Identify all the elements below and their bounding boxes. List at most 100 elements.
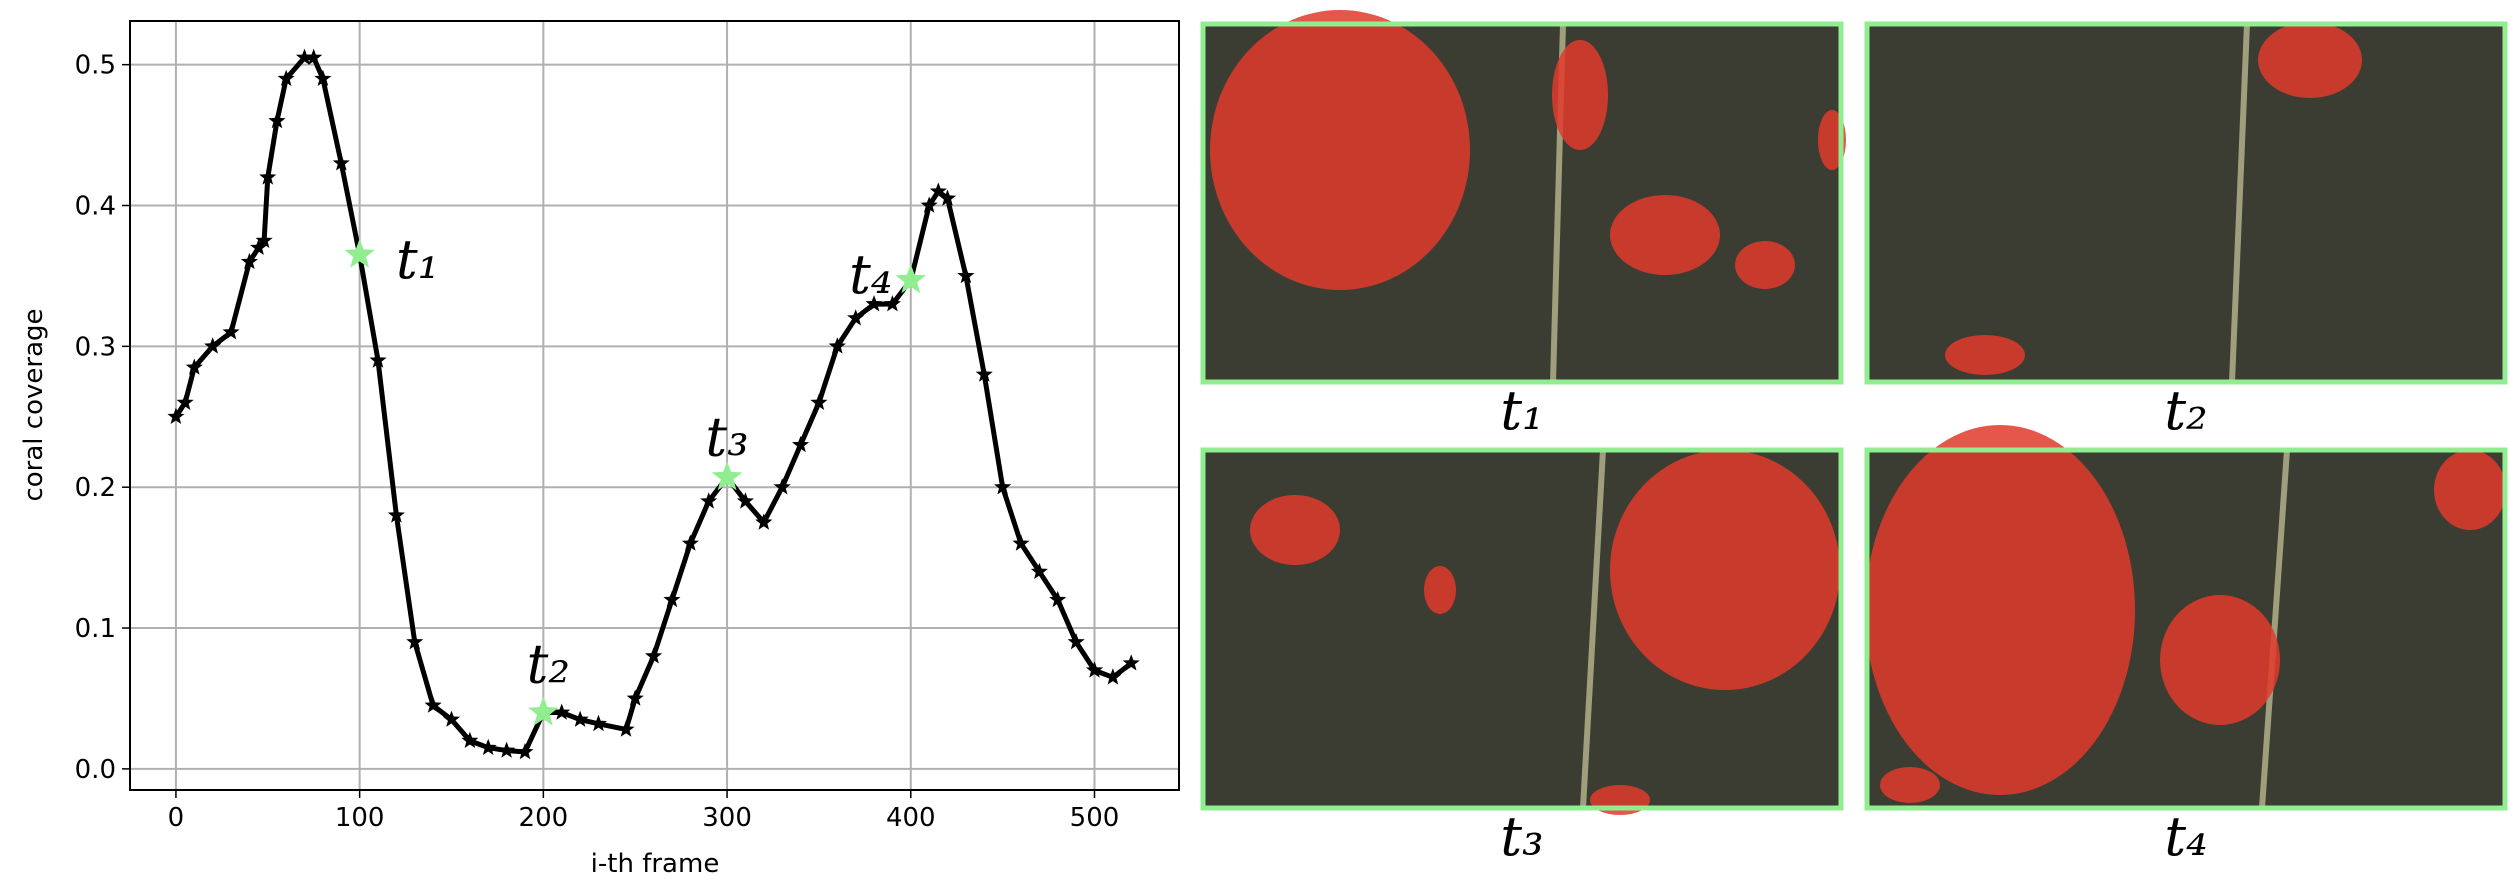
coral-mask [2434, 450, 2506, 530]
data-marker [975, 365, 993, 382]
data-marker [755, 513, 773, 530]
data-marker [792, 435, 810, 453]
data-marker [810, 393, 828, 410]
coral-mask [2160, 595, 2280, 725]
y-tick-label: 0.0 [75, 755, 116, 785]
highlight-label: t₃ [705, 405, 748, 468]
data-marker [617, 720, 635, 737]
data-marker [681, 534, 699, 551]
highlight-label: t₂ [527, 633, 570, 696]
data-marker [1067, 633, 1085, 650]
data-marker [461, 731, 479, 748]
x-tick-label: 500 [1070, 803, 1120, 833]
data-marker [865, 295, 883, 312]
data-marker [314, 69, 332, 86]
frame-border [1200, 447, 1844, 811]
data-marker [268, 112, 286, 129]
data-marker [240, 252, 258, 270]
data-marker [516, 743, 534, 760]
data-marker [332, 154, 350, 171]
y-tick-label: 0.1 [75, 614, 116, 644]
frame-border [1864, 447, 2508, 811]
data-marker [773, 478, 791, 495]
data-marker [369, 351, 387, 368]
coral-mask [1610, 195, 1720, 275]
data-marker [277, 69, 295, 86]
data-marker [296, 48, 314, 65]
y-tick-label: 0.5 [75, 51, 116, 81]
data-marker [424, 696, 442, 713]
frame-panel [1200, 447, 1844, 815]
highlight-marker [711, 461, 743, 491]
y-tick-label: 0.2 [75, 473, 116, 503]
coral-mask [2258, 22, 2362, 98]
frame-label: t₄ [2164, 805, 2207, 868]
data-marker [255, 231, 273, 248]
x-tick-label: 0 [168, 803, 185, 833]
coral-mask [1865, 425, 2135, 795]
frame-label: t₁ [1500, 379, 1543, 442]
data-marker [553, 703, 571, 720]
data-marker [167, 407, 185, 424]
frame-panel [1864, 425, 2508, 811]
data-marker [929, 182, 947, 199]
data-marker [920, 196, 938, 213]
highlight-label: t₄ [849, 243, 892, 306]
data-marker [498, 741, 516, 758]
data-marker [305, 48, 323, 65]
coral-mask [1552, 40, 1608, 150]
data-marker [479, 738, 497, 755]
data-marker [994, 478, 1012, 495]
y-tick-label: 0.3 [75, 332, 116, 362]
data-marker [847, 309, 865, 326]
coral-mask [1610, 450, 1840, 690]
plot-frame [129, 20, 1180, 791]
data-marker [1012, 534, 1030, 551]
x-tick-label: 200 [519, 803, 569, 833]
highlight-label: t₁ [396, 228, 439, 291]
coral-mask [1945, 335, 2025, 375]
data-marker [442, 710, 461, 727]
data-marker [250, 238, 268, 255]
data-marker [406, 633, 424, 650]
data-marker [883, 295, 901, 312]
transect-tape [1580, 449, 1606, 809]
data-marker [1104, 668, 1122, 685]
data-marker [176, 393, 194, 410]
data-marker [222, 323, 240, 340]
y-axis-label: coral coverage [19, 308, 49, 501]
x-tick-label: 100 [335, 803, 385, 833]
y-tick-label: 0.4 [75, 192, 116, 222]
frame-label: t₂ [2164, 379, 2207, 442]
frame-label: t₃ [1500, 805, 1543, 868]
coral-mask [1424, 566, 1456, 614]
highlight-marker [528, 696, 559, 726]
data-marker [957, 266, 975, 284]
data-marker [1030, 562, 1048, 579]
data-marker [626, 689, 644, 706]
data-marker [1122, 654, 1140, 671]
data-marker [185, 358, 203, 375]
data-marker [204, 337, 222, 354]
coral-mask [1210, 10, 1470, 290]
x-axis-label: i-th frame [591, 849, 720, 879]
data-marker [700, 492, 718, 509]
frame-shade [1867, 24, 2505, 382]
data-marker [939, 189, 957, 206]
data-marker [259, 168, 277, 185]
transect-tape [2229, 23, 2250, 383]
x-tick-label: 300 [702, 803, 752, 833]
data-marker [828, 337, 846, 354]
highlight-marker [895, 264, 926, 294]
frame-panel [1864, 21, 2508, 385]
coral-mask [1735, 241, 1795, 289]
x-tick-label: 400 [886, 803, 936, 833]
data-marker [589, 714, 607, 732]
data-marker [736, 492, 754, 509]
data-marker [645, 647, 663, 664]
frame-panel [1200, 10, 1846, 385]
frame-border [1200, 21, 1844, 385]
highlight-marker [344, 238, 375, 268]
coral-mask [1880, 767, 1940, 803]
